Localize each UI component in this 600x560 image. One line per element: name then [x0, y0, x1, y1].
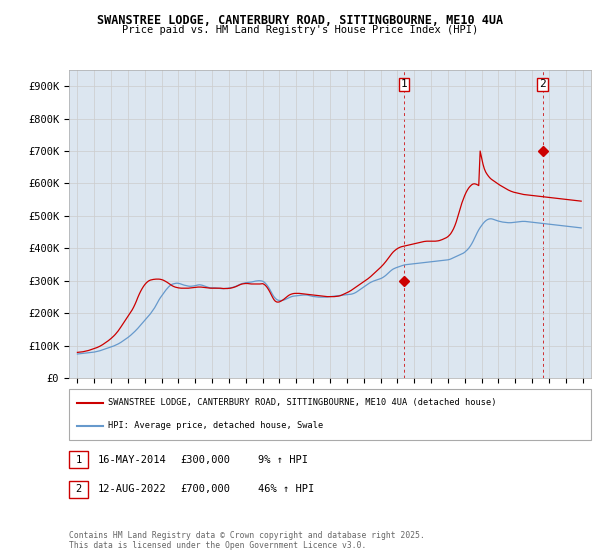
Text: 1: 1 [76, 455, 82, 465]
Text: 2: 2 [539, 80, 546, 89]
Text: 1: 1 [400, 80, 407, 89]
Text: Price paid vs. HM Land Registry's House Price Index (HPI): Price paid vs. HM Land Registry's House … [122, 25, 478, 35]
Text: SWANSTREE LODGE, CANTERBURY ROAD, SITTINGBOURNE, ME10 4UA (detached house): SWANSTREE LODGE, CANTERBURY ROAD, SITTIN… [108, 398, 497, 407]
Text: 46% ↑ HPI: 46% ↑ HPI [258, 484, 314, 494]
Text: 12-AUG-2022: 12-AUG-2022 [98, 484, 167, 494]
Text: 9% ↑ HPI: 9% ↑ HPI [258, 455, 308, 465]
Text: £300,000: £300,000 [180, 455, 230, 465]
Text: Contains HM Land Registry data © Crown copyright and database right 2025.
This d: Contains HM Land Registry data © Crown c… [69, 530, 425, 550]
Text: SWANSTREE LODGE, CANTERBURY ROAD, SITTINGBOURNE, ME10 4UA: SWANSTREE LODGE, CANTERBURY ROAD, SITTIN… [97, 14, 503, 27]
Text: £700,000: £700,000 [180, 484, 230, 494]
Text: HPI: Average price, detached house, Swale: HPI: Average price, detached house, Swal… [108, 422, 323, 431]
Text: 2: 2 [76, 484, 82, 494]
Text: 16-MAY-2014: 16-MAY-2014 [98, 455, 167, 465]
